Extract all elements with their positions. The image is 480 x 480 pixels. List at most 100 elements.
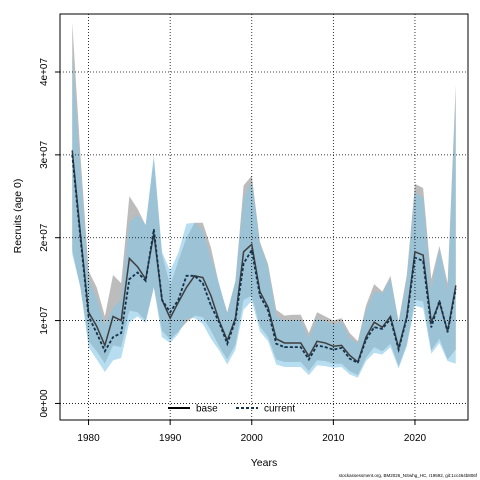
point-base-2017 (389, 315, 392, 318)
point-base-2015 (373, 321, 375, 323)
point-current-2017 (389, 318, 392, 320)
y-tick-label-40000000: 4e+07 (39, 58, 50, 87)
point-base-2005 (291, 342, 294, 344)
point-current-2016 (381, 328, 383, 330)
point-current-2012 (349, 358, 351, 360)
point-base-2020 (414, 251, 416, 253)
legend-label-current: current (264, 404, 295, 415)
point-base-1984 (120, 319, 122, 322)
point-current-1983 (112, 336, 114, 338)
point-current-2018 (398, 348, 400, 351)
point-current-1991 (177, 299, 179, 301)
series-points (71, 150, 457, 364)
point-current-2008 (316, 344, 318, 347)
point-current-2010 (332, 348, 334, 351)
point-base-2001 (259, 290, 261, 293)
point-base-2024 (447, 330, 449, 332)
point-current-1993 (194, 275, 196, 277)
point-base-2013 (357, 361, 359, 363)
line-current (71, 154, 457, 365)
point-base-1997 (226, 339, 228, 342)
point-base-2018 (398, 347, 400, 349)
point-current-2023 (438, 300, 441, 302)
point-base-2012 (349, 354, 351, 356)
x-tick-label-2020: 2020 (404, 433, 427, 444)
y-tick-label-20000000: 2e+07 (39, 223, 50, 252)
y-tick-label-10000000: 1e+07 (39, 306, 50, 335)
x-tick-label-1990: 1990 (159, 433, 182, 444)
point-base-2021 (422, 254, 424, 256)
confidence-bands (72, 22, 456, 378)
point-base-2003 (275, 338, 277, 340)
point-base-1990 (169, 317, 171, 319)
point-current-2024 (447, 331, 449, 333)
grid-lines (60, 14, 468, 420)
point-current-2004 (283, 346, 285, 348)
point-base-2010 (332, 345, 334, 347)
point-base-2023 (438, 301, 441, 303)
point-current-1986 (136, 271, 139, 274)
point-base-1986 (136, 266, 139, 268)
point-current-2001 (259, 295, 261, 297)
point-base-1978 (71, 150, 73, 152)
plot-frame (59, 13, 469, 421)
point-current-1981 (96, 332, 98, 334)
x-tick-label-2000: 2000 (241, 433, 264, 444)
point-base-2006 (300, 342, 302, 344)
point-current-2003 (275, 343, 277, 345)
point-current-1992 (185, 275, 188, 277)
point-base-2009 (324, 342, 326, 344)
point-base-1980 (87, 311, 90, 313)
series-lines (71, 150, 457, 365)
point-current-1984 (120, 332, 122, 334)
point-base-1999 (243, 251, 245, 253)
legend-label-base: base (196, 404, 218, 415)
point-current-1987 (145, 280, 147, 282)
point-base-1994 (202, 276, 204, 279)
point-base-2002 (267, 306, 269, 308)
point-current-1989 (161, 299, 163, 301)
point-current-2015 (373, 326, 375, 328)
point-current-1985 (128, 278, 130, 280)
y-tick-label-0: 0e+00 (39, 389, 50, 418)
point-base-1979 (79, 232, 81, 235)
point-base-1992 (185, 286, 188, 289)
source-caption: stockassessment.org, BM2026_NSwhg_HC, r1… (339, 473, 478, 478)
point-current-1999 (243, 262, 245, 264)
point-current-2019 (406, 317, 408, 319)
point-base-1991 (177, 301, 179, 303)
point-base-2000 (251, 243, 253, 245)
point-current-2000 (251, 249, 253, 251)
point-current-1997 (226, 343, 228, 345)
point-base-1982 (104, 344, 106, 347)
point-current-1998 (234, 319, 237, 322)
point-current-1978 (71, 154, 73, 156)
point-base-1988 (153, 232, 155, 235)
point-base-1995 (210, 295, 212, 297)
point-base-1985 (128, 257, 130, 260)
y-tick-label-30000000: 3e+07 (39, 140, 50, 169)
point-current-2009 (324, 346, 326, 348)
point-base-1983 (112, 315, 114, 318)
point-base-1998 (234, 317, 237, 319)
y-axis-title: Recruits (age 0) (12, 179, 24, 254)
point-base-2007 (308, 355, 310, 357)
point-current-1990 (169, 311, 171, 313)
point-current-1988 (153, 228, 155, 231)
point-current-2013 (357, 362, 359, 364)
point-current-1995 (210, 305, 212, 307)
point-current-1982 (104, 350, 106, 352)
point-base-1981 (96, 325, 98, 327)
point-base-1996 (218, 319, 220, 322)
band-current (72, 55, 456, 378)
point-current-2007 (308, 358, 310, 361)
point-current-2002 (267, 310, 269, 312)
point-current-2022 (430, 326, 432, 328)
point-base-2011 (340, 344, 343, 347)
point-current-2021 (422, 260, 424, 262)
point-base-2014 (365, 336, 367, 338)
point-current-2006 (300, 346, 302, 348)
point-current-2020 (414, 257, 416, 259)
point-base-1987 (145, 278, 147, 280)
